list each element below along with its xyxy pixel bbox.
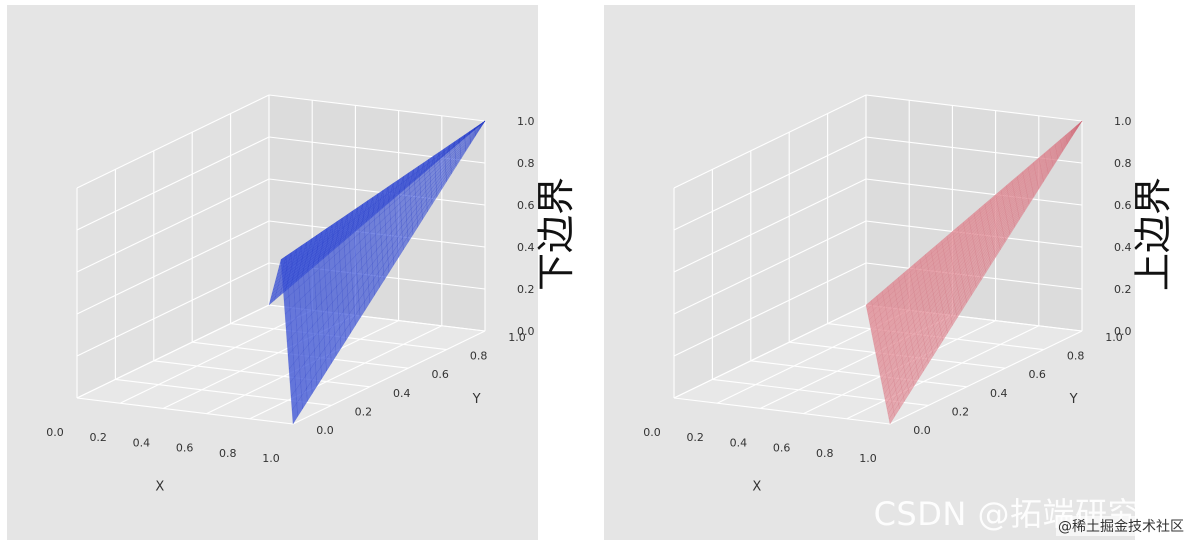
grid-line [673,136,867,231]
z-tick-label: 0.0 [517,325,535,338]
surface-patch [479,120,486,129]
grid-line [292,330,486,425]
x-tick-label: 0.8 [219,447,237,460]
grid-line [249,325,443,420]
tick-labels: 0.0 0.2 0.4 0.6 0.8 1.00.00.20.40.60.81.00.00… [643,115,1131,465]
surface-patch [1076,120,1083,129]
grid-line [76,136,270,231]
y-tick-label: 0.8 [1067,350,1085,363]
grid-line [750,360,967,388]
grid-line [268,178,486,206]
y-tick-label: 1.0 [508,331,526,344]
grid-line [673,220,867,315]
z-pane [77,305,485,424]
surface-patch [479,120,486,129]
y-tick-label: 0.6 [1028,368,1046,381]
grid-line [76,220,270,315]
surface-plot-upper-bound: 0.0 0.2 0.4 0.6 0.8 1.00.00.20.40.60.81.00.00… [604,5,1175,540]
x-axis-label: X [155,479,164,494]
grid-line [76,262,270,357]
grid-line [76,94,270,189]
z-tick-label: 0.0 [1114,325,1132,338]
z-tick-label: 0.8 [1114,157,1132,170]
x-pane [77,95,269,398]
chart-panel-lower-bound: 0.0 0.2 0.4 0.6 0.8 1.0 0.0 0.2 0.4 0.6 0.8 1.0 0.0 0… [0,0,597,543]
surface-patch [479,120,486,128]
grid-line [76,304,270,399]
x-pane [674,95,866,398]
y-tick-label: 0.0 [316,424,334,437]
y-tick-label: 0.4 [990,387,1008,400]
z-tick-label: 1.0 [1114,115,1132,128]
y-tick-label: 0.2 [952,405,970,418]
x-tick-label: 0.2 [89,431,107,444]
z-tick-label: 0.8 [517,157,535,170]
tick-labels: 0.0 0.2 0.4 0.6 0.8 1.00.00.20.40.60.81.00.00… [46,115,534,465]
y-tick-label: 1.0 [1105,331,1123,344]
z-axis-label: 下边界 [534,177,578,291]
surface-plot-lower-bound: 0.0 0.2 0.4 0.6 0.8 1.00.00.20.40.60.81.00.00… [7,5,578,540]
surface-patch [1077,120,1083,130]
z-tick-label: 1.0 [517,115,535,128]
surface-patch [479,120,486,128]
x-tick-label: 0.4 [730,436,748,449]
surface-patch [1076,120,1083,129]
grid-line [846,325,1040,420]
surface [268,120,486,425]
grid-line [889,330,1083,425]
surface-patch [1076,120,1083,127]
x-tick-label: 0.4 [133,436,151,449]
y-tick-label: 0.6 [431,368,449,381]
y-tick-label: 0.0 [913,424,931,437]
z-tick-label: 0.4 [517,241,535,254]
grid-line [119,309,313,404]
gridlines [76,94,486,425]
x-tick-label: 0.6 [176,442,194,455]
x-tick-label: 0.0 [643,426,661,439]
y-tick-label: 0.4 [393,387,411,400]
z-tick-label: 0.4 [1114,241,1132,254]
x-tick-label: 1.0 [859,452,877,465]
grid-line [865,178,1083,206]
y-axis-label: Y [472,392,481,407]
grid-line [673,178,867,273]
surface-patch [1076,120,1083,129]
grid-line [673,397,891,425]
x-tick-label: 1.0 [262,452,280,465]
surface-patch [480,120,486,130]
x-tick-label: 0.6 [773,442,791,455]
x-tick-label: 0.0 [46,426,64,439]
y-axis-label: Y [1069,392,1078,407]
grid-line [76,397,294,425]
z-tick-label: 0.2 [517,283,535,296]
z-tick-label: 0.6 [1114,199,1132,212]
grid-line [865,94,1083,122]
chart-panel-upper-bound: 0.0 0.2 0.4 0.6 0.8 1.0 0.0 0.2 0.4 0.6 0.8 1.0 0.0 0… [597,0,1194,543]
z-tick-label: 0.2 [1114,283,1132,296]
surface-patch [1076,120,1083,129]
x-axis-label: X [752,479,761,494]
y-tick-label: 0.8 [470,350,488,363]
grid-line [673,94,867,189]
surface [865,120,1083,425]
grid-line [153,360,370,388]
y-tick-label: 0.2 [355,405,373,418]
x-tick-label: 0.8 [816,447,834,460]
x-tick-label: 0.2 [686,431,704,444]
grid-line [76,178,270,273]
z-axis-label: 上边界 [1131,177,1175,291]
z-tick-label: 0.6 [517,199,535,212]
grid-line [673,262,867,357]
grid-line [268,94,486,122]
surface-patch [1076,120,1083,127]
grid-line [673,304,867,399]
